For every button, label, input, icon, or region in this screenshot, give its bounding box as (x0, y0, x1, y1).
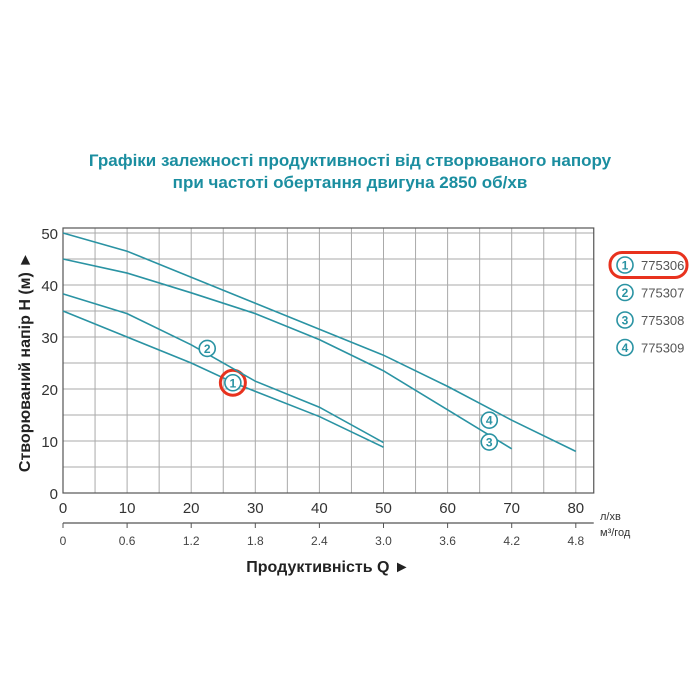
x2-tick-label: 1.2 (183, 534, 200, 548)
legend-label: 775307 (641, 286, 684, 301)
curve-label-circle (480, 433, 499, 451)
series-line-775307 (62, 293, 384, 444)
legend-highlight (608, 251, 689, 279)
x2-tick-label: 3.0 (375, 534, 392, 548)
curve-label-number: 2 (204, 342, 211, 356)
x2-tick-label: 1.8 (247, 534, 264, 548)
x-tick-label: 30 (247, 500, 264, 517)
x-unit-label: л/хв (600, 511, 621, 523)
x2-tick-label: 0.6 (119, 534, 136, 548)
highlight-ring (218, 368, 247, 397)
x-tick-label: 50 (375, 500, 392, 517)
x-tick-label: 40 (311, 500, 328, 517)
x2-tick-label: 4.8 (567, 534, 584, 548)
y-tick-label: 30 (41, 330, 58, 347)
y-tick-label: 20 (41, 382, 58, 399)
chart-title: Графіки залежності продуктивності від ст… (88, 151, 612, 170)
x-axis-title: Продуктивність Q ► (246, 559, 409, 576)
x2-tick-label: 0 (60, 534, 67, 548)
y-tick-label: 0 (50, 486, 58, 503)
curve-label-number: 3 (486, 436, 493, 450)
curve-label-circle (198, 339, 217, 358)
y-tick-label: 50 (41, 226, 58, 243)
x2-tick-label: 2.4 (311, 534, 328, 548)
curve-label-number: 1 (230, 376, 237, 390)
legend-marker-number: 1 (622, 259, 629, 273)
series-line-775308 (62, 258, 513, 450)
curve-label-circle (480, 411, 499, 430)
y-tick-label: 40 (41, 278, 58, 295)
y-tick-label: 10 (41, 434, 58, 451)
legend-marker-number: 2 (622, 286, 629, 300)
y-axis-title: Створюваний напір H (м) ► (17, 252, 34, 472)
legend-label: 775308 (641, 313, 684, 328)
legend-marker-circle (616, 311, 634, 329)
x2-tick-label: 4.2 (503, 534, 520, 548)
x2-tick-label: 3.6 (439, 534, 456, 548)
x-tick-label: 80 (567, 500, 584, 517)
legend-marker-circle (616, 283, 634, 302)
chart-subtitle: при частоті обертання двигуна 2850 об/хв (172, 173, 528, 192)
legend-marker-number: 4 (622, 341, 629, 355)
x2-unit-label: м³/год (600, 527, 631, 539)
legend-marker-number: 3 (622, 314, 629, 328)
curve-label-circle (224, 373, 242, 392)
plot-border (62, 227, 595, 494)
x-tick-label: 70 (503, 500, 520, 517)
series-line-775309 (62, 232, 577, 453)
legend-marker-circle (616, 256, 634, 274)
legend-label: 775309 (641, 341, 684, 356)
x-tick-label: 20 (183, 500, 200, 517)
curve-label-number: 4 (486, 414, 493, 428)
x-tick-label: 10 (119, 500, 136, 517)
series-line-775306 (62, 310, 384, 448)
legend-marker-circle (616, 338, 634, 357)
x-tick-label: 0 (59, 500, 67, 517)
x-tick-label: 60 (439, 500, 456, 517)
legend-label: 775306 (641, 258, 684, 273)
